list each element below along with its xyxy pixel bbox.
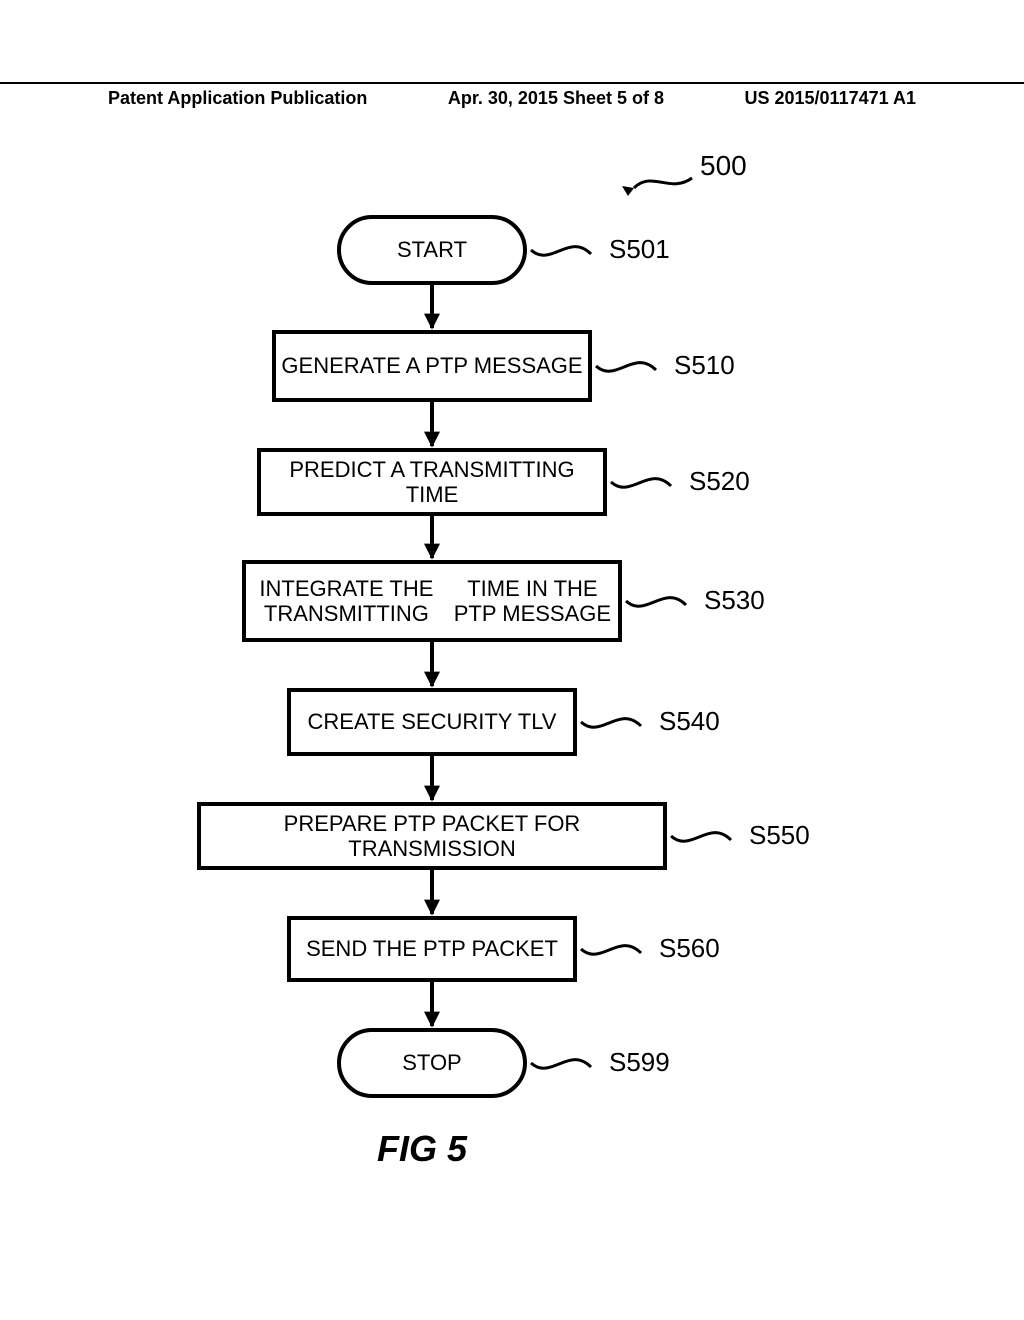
step-label-S560: S560 [659,933,720,964]
figure-ref-label: 500 [700,150,747,182]
flow-node-n1: GENERATE A PTP MESSAGE [272,330,592,402]
header-right: US 2015/0117471 A1 [745,88,916,109]
flow-node-n3: INTEGRATE THE TRANSMITTINGTIME IN THE PT… [242,560,622,642]
flow-node-stop: STOP [337,1028,527,1098]
flow-node-n6: SEND THE PTP PACKET [287,916,577,982]
step-label-S510: S510 [674,350,735,381]
step-label-S540: S540 [659,706,720,737]
step-label-S530: S530 [704,585,765,616]
flowchart-overlay [0,0,1024,1320]
page-header: Patent Application Publication Apr. 30, … [0,88,1024,109]
page: Patent Application Publication Apr. 30, … [0,0,1024,1320]
flow-node-n4: CREATE SECURITY TLV [287,688,577,756]
flow-node-n5: PREPARE PTP PACKET FOR TRANSMISSION [197,802,667,870]
flow-node-start: START [337,215,527,285]
step-label-S550: S550 [749,820,810,851]
flow-node-n2: PREDICT A TRANSMITTING TIME [257,448,607,516]
header-left: Patent Application Publication [108,88,367,109]
figure-caption: FIG 5 [377,1128,467,1170]
step-label-S501: S501 [609,234,670,265]
header-center: Apr. 30, 2015 Sheet 5 of 8 [448,88,664,109]
step-label-S599: S599 [609,1047,670,1078]
step-label-S520: S520 [689,466,750,497]
header-rule [0,82,1024,84]
